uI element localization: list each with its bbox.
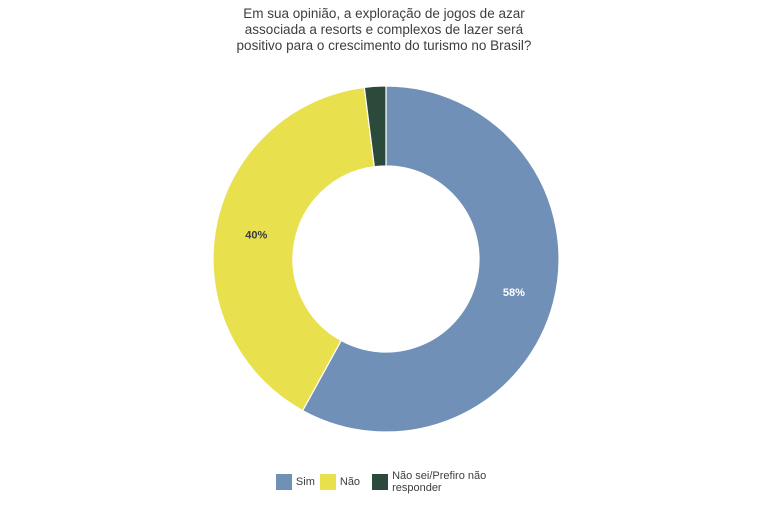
donut-chart-area: 58% 40% xyxy=(211,84,561,434)
donut-slice-0 xyxy=(301,85,560,433)
chart-legend: Sim Não Não sei/Prefiro não responder xyxy=(0,470,768,494)
legend-label-nao: Não xyxy=(339,476,361,488)
chart-title: Em sua opinião, a exploração de jogos de… xyxy=(0,6,768,54)
donut-slice-1 xyxy=(212,86,376,412)
slice-value-label-1: 40% xyxy=(245,229,267,241)
slice-value-label-0: 58% xyxy=(503,287,525,299)
legend-label-sim: Sim xyxy=(295,476,315,488)
legend-item-nao: Não xyxy=(319,474,361,490)
legend-label-nao-sei: Não sei/Prefiro não responder xyxy=(392,470,487,494)
legend-swatch-nao xyxy=(319,474,336,490)
chart-title-line-2: associada a resorts e complexos de lazer… xyxy=(244,22,524,37)
legend-swatch-nao-sei xyxy=(372,474,389,490)
donut-chart: 58% 40% xyxy=(212,85,560,433)
donut-slice-2 xyxy=(363,85,387,168)
legend-swatch-sim xyxy=(275,474,292,490)
chart-title-line-1: Em sua opinião, a exploração de jogos de… xyxy=(243,6,525,21)
chart-title-line-3: positivo para o crescimento do turismo n… xyxy=(236,38,532,53)
legend-item-nao-sei: Não sei/Prefiro não responder xyxy=(372,470,492,494)
legend-item-sim: Sim xyxy=(275,474,315,490)
